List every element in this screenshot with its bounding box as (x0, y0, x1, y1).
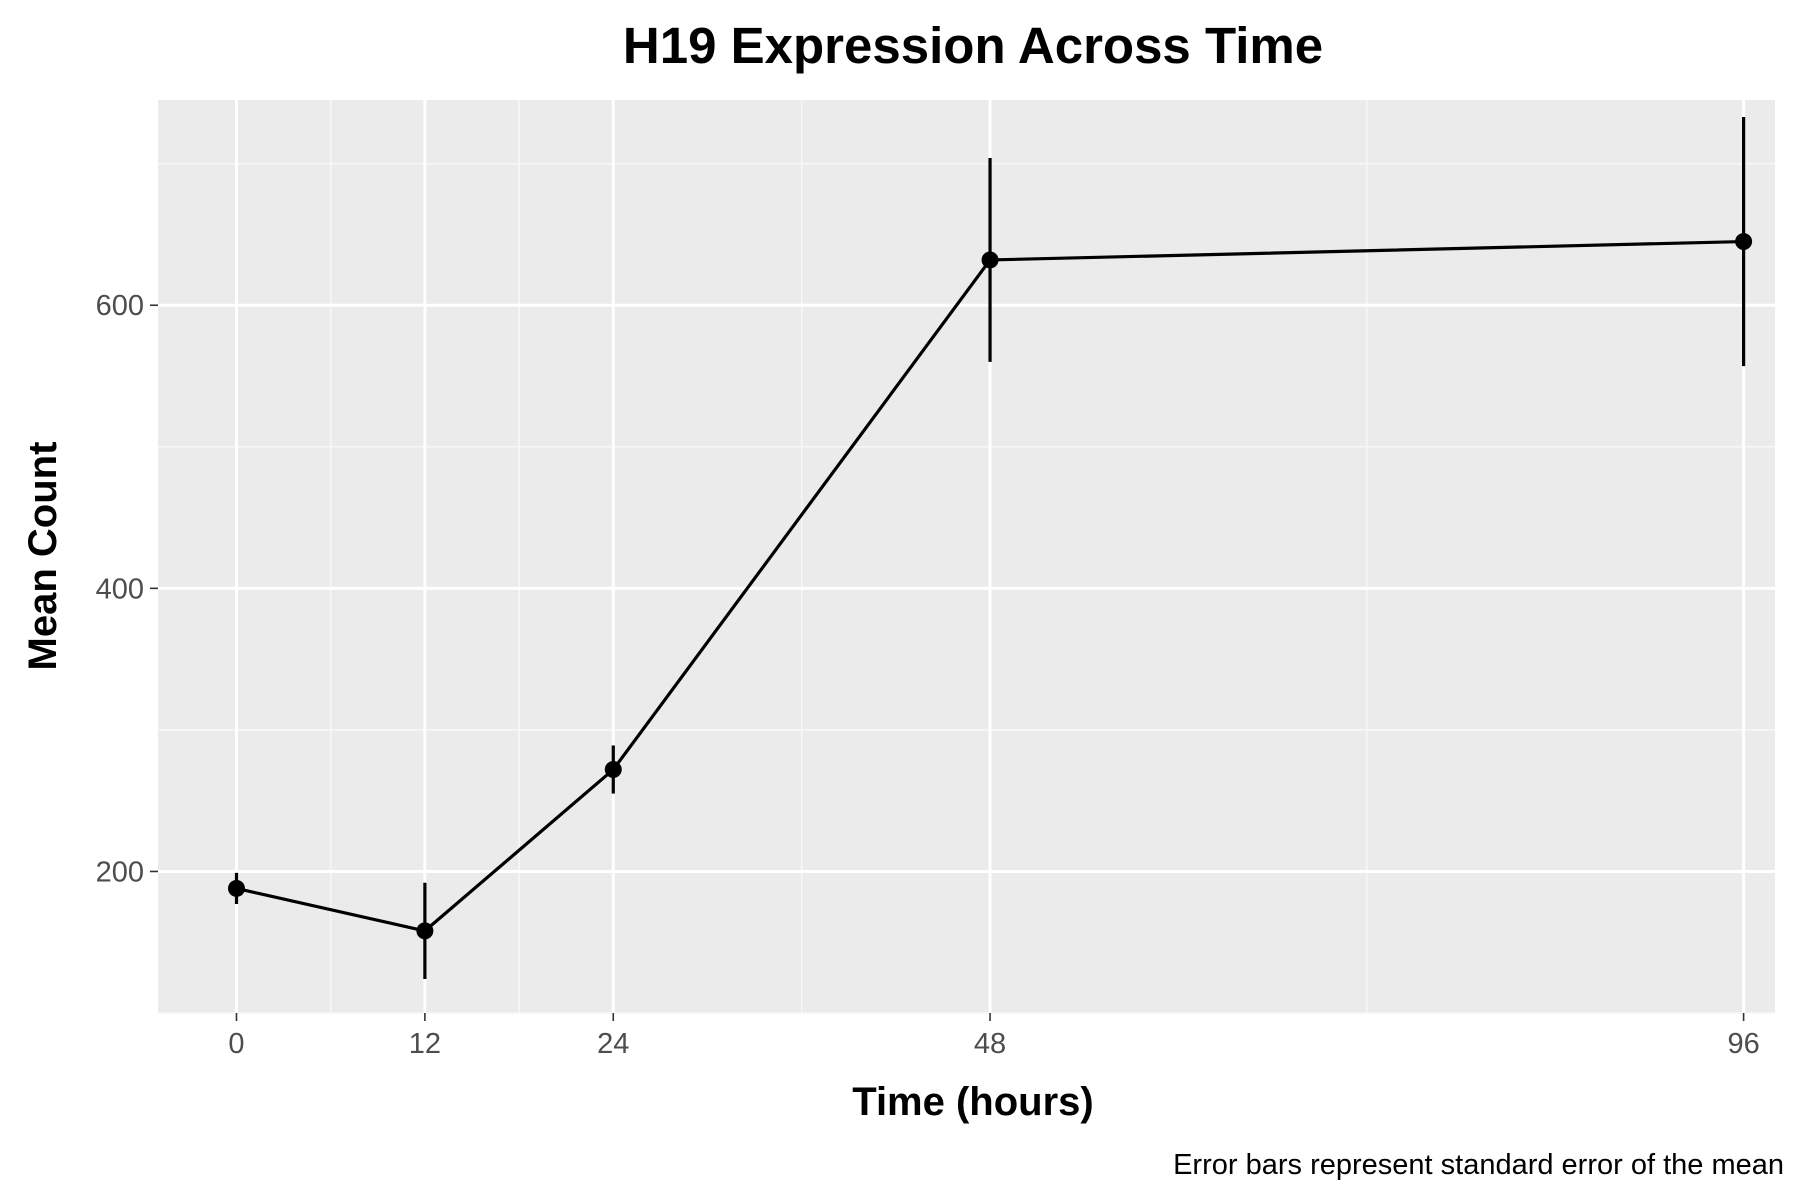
data-point (604, 761, 622, 779)
x-tick-label: 0 (228, 1028, 244, 1060)
data-point (1735, 233, 1753, 251)
x-axis-ticks: 0 12 24 48 96 (228, 1013, 1760, 1060)
y-tick-label: 200 (96, 856, 144, 888)
x-tick-label: 48 (974, 1028, 1006, 1060)
series-layer (227, 116, 1753, 980)
chart-title: H19 Expression Across Time (623, 17, 1323, 74)
y-axis-ticks: 200 400 600 (96, 290, 158, 888)
y-tick-label: 400 (96, 573, 144, 605)
plot-panel (158, 100, 1775, 1013)
x-tick-label: 24 (597, 1028, 629, 1060)
x-tick-label: 12 (409, 1028, 441, 1060)
x-axis-title: Time (hours) (852, 1080, 1094, 1124)
x-tick-label: 96 (1727, 1028, 1759, 1060)
y-axis-title: Mean Count (21, 442, 65, 671)
data-point (981, 251, 999, 269)
y-tick-label: 600 (96, 290, 144, 322)
data-point (416, 922, 434, 940)
chart-caption: Error bars represent standard error of t… (1173, 1149, 1784, 1181)
data-point (227, 879, 245, 897)
